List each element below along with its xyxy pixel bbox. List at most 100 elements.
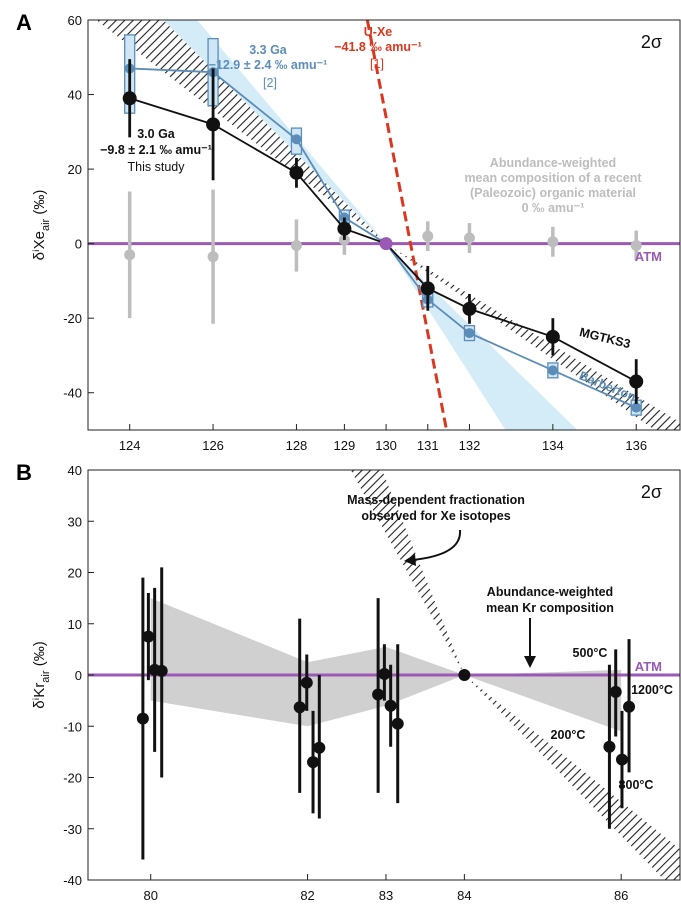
barberton-point bbox=[547, 365, 558, 376]
mgtks3-point bbox=[206, 117, 221, 132]
panel-a-letter: A bbox=[16, 10, 32, 35]
kr-point bbox=[378, 667, 391, 680]
mgtks3-point bbox=[337, 221, 352, 236]
ann-33ga-line-2: −12.9 ± 2.4 ‰ amu⁻¹ bbox=[209, 58, 328, 72]
x-tick-label: 124 bbox=[119, 438, 141, 453]
y-label-sub: air bbox=[40, 670, 52, 683]
mgtks3-point bbox=[420, 281, 435, 296]
panel-b: 80 82 83 84 86 40 30 20 10 0 -10 -20 -30 -40 δⁱKrair (… bbox=[31, 463, 681, 903]
kr-point bbox=[384, 699, 397, 712]
uxe-annotation-line-1: U-Xe bbox=[364, 25, 393, 39]
ann-33ga-line-1: 3.3 Ga bbox=[249, 43, 288, 57]
y-tick-label: 20 bbox=[68, 162, 82, 177]
panel-b-letter: B bbox=[16, 460, 32, 485]
barberton-point bbox=[631, 402, 642, 413]
y-tick-label: 40 bbox=[68, 88, 82, 103]
kr-point bbox=[300, 676, 313, 689]
hatched-uncertainty-band bbox=[96, 20, 680, 430]
y-tick-label: -40 bbox=[63, 386, 82, 401]
kr-point bbox=[307, 756, 320, 769]
kr-point bbox=[603, 740, 616, 753]
x-tick-label: 80 bbox=[143, 888, 157, 903]
temp-500: 500°C bbox=[573, 646, 608, 660]
mgtks3-point bbox=[122, 91, 137, 106]
kr-point bbox=[293, 701, 306, 714]
kr-point bbox=[609, 685, 622, 698]
temp-200: 200°C bbox=[551, 728, 586, 742]
y-tick-label: 20 bbox=[68, 566, 82, 581]
panel-a-frame bbox=[87, 19, 681, 431]
ann-mdf-line-1: Mass-dependent fractionation bbox=[347, 493, 525, 507]
significance-label: 2σ bbox=[641, 482, 662, 502]
x-tick-label: 83 bbox=[379, 888, 393, 903]
x-tick-label: 134 bbox=[542, 438, 564, 453]
x-tick-label: 86 bbox=[614, 888, 628, 903]
ann-30ga-ref: This study bbox=[128, 160, 186, 174]
x-tick-label: 129 bbox=[334, 438, 356, 453]
y-label-unit: (‰) bbox=[31, 641, 48, 670]
ann-30ga-line-1: 3.0 Ga bbox=[137, 127, 176, 141]
kr-point bbox=[313, 741, 326, 754]
y-tick-label: 0 bbox=[75, 237, 82, 252]
kr-point bbox=[136, 712, 149, 725]
kr-point bbox=[458, 669, 471, 681]
kr-arrow-head bbox=[524, 656, 536, 668]
kr-point bbox=[391, 717, 404, 730]
mdf-arrow-head bbox=[404, 554, 416, 566]
barberton-point bbox=[464, 328, 475, 339]
ann-organic-line-4: 0 ‰ amu⁻¹ bbox=[522, 201, 585, 215]
ann-organic-line-2: mean composition of a recent bbox=[464, 171, 642, 185]
y-tick-label: 30 bbox=[68, 514, 82, 529]
gray-point bbox=[290, 240, 302, 251]
gray-point bbox=[124, 249, 136, 261]
y-axis-label: δⁱKrair (‰) bbox=[31, 641, 52, 708]
y-tick-label: -30 bbox=[63, 822, 82, 837]
x-tick-label: 126 bbox=[202, 438, 224, 453]
temp-800: 800°C bbox=[619, 778, 654, 792]
mgtks3-point bbox=[545, 329, 560, 344]
ann-kr-line-1: Abundance-weighted bbox=[487, 585, 613, 599]
y-tick-label: -40 bbox=[63, 873, 82, 888]
barberton-point bbox=[291, 134, 302, 145]
panel-a: 124 126 128 129 130 131 132 134 136 60 40 20 0 -20 -40… bbox=[31, 13, 681, 453]
kr-point bbox=[142, 630, 155, 643]
y-label-unit: (‰) bbox=[31, 190, 48, 219]
ann-mdf-line-2: observed for Xe isotopes bbox=[361, 509, 510, 523]
mgtks3-point bbox=[289, 165, 304, 180]
y-tick-label: 10 bbox=[68, 617, 82, 632]
hatched-mdf-band bbox=[350, 470, 680, 880]
x-tick-label: 131 bbox=[417, 438, 439, 453]
ann-33ga-ref: [2] bbox=[263, 76, 277, 90]
x-tick-label: 136 bbox=[625, 438, 647, 453]
ann-30ga-line-2: −9.8 ± 2.1 ‰ amu⁻¹ bbox=[100, 143, 212, 157]
y-tick-label: 60 bbox=[68, 13, 82, 28]
significance-label: 2σ bbox=[641, 32, 662, 52]
x-tick-label: 82 bbox=[300, 888, 314, 903]
y-axis-label: δⁱXeair (‰) bbox=[31, 190, 52, 261]
y-label-main: δⁱXe bbox=[31, 231, 48, 260]
temp-1200: 1200°C bbox=[631, 683, 673, 697]
kr-point bbox=[623, 700, 636, 713]
atm-label: ATM bbox=[635, 249, 662, 264]
reference-point-130 bbox=[379, 237, 393, 251]
gray-point bbox=[422, 230, 434, 242]
y-label-main: δⁱKr bbox=[31, 683, 48, 709]
kr-point bbox=[372, 688, 385, 701]
uxe-annotation-line-2: −41.8 ‰ amu⁻¹ bbox=[334, 40, 422, 54]
mgtks3-point bbox=[629, 374, 644, 389]
blue-uncertainty-band bbox=[163, 20, 578, 430]
mgtks3-point bbox=[462, 301, 477, 316]
y-tick-label: -10 bbox=[63, 719, 82, 734]
gray-point bbox=[207, 251, 219, 263]
kr-gray-band bbox=[150, 598, 622, 732]
x-tick-label: 128 bbox=[286, 438, 308, 453]
kr-point bbox=[155, 664, 168, 677]
gray-point bbox=[463, 232, 475, 244]
kr-point bbox=[615, 753, 628, 766]
atm-label: ATM bbox=[635, 659, 662, 674]
ann-organic-line-3: (Paleozoic) organic material bbox=[470, 186, 636, 200]
gray-point bbox=[630, 240, 642, 251]
y-tick-label: 40 bbox=[68, 463, 82, 478]
x-tick-label: 84 bbox=[457, 888, 471, 903]
